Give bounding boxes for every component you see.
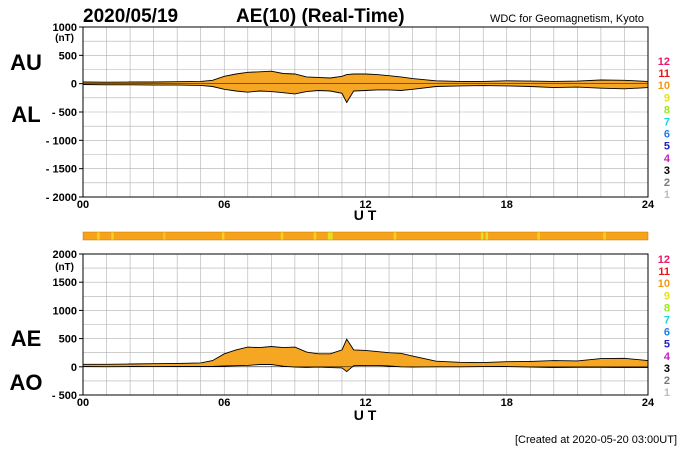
station-bar-segment (280, 232, 284, 240)
y-tick-label: 1000 (53, 22, 77, 34)
x-tick-label: 24 (642, 397, 655, 409)
y-tick-label: 1000 (53, 305, 77, 317)
y-tick-label: 500 (59, 334, 77, 346)
station-count-label: 9 (664, 92, 670, 104)
x-tick-label: 06 (218, 397, 230, 409)
station-count-label: 6 (664, 129, 670, 141)
station-coverage-bar (82, 231, 649, 241)
created-timestamp: [Created at 2020-05-20 03:00UT] (515, 434, 677, 446)
station-count-label: 9 (664, 290, 670, 302)
au-al-series-line-al (82, 84, 649, 104)
ae-ao-x-label: U T (354, 407, 377, 423)
station-count-label: 11 (658, 68, 670, 80)
ae-ao-frame (82, 253, 649, 396)
y-tick-label: - 500 (52, 107, 77, 119)
station-count-label: 1 (664, 189, 670, 201)
au-al-series (82, 70, 649, 104)
al-label: AL (11, 102, 40, 127)
station-bar-segment (330, 232, 333, 240)
x-tick-label: 24 (642, 199, 655, 211)
ae-ao-x-ticks: 00 06 12 18 24 (77, 397, 655, 409)
y-tick-label: - 1000 (46, 135, 77, 147)
ae-ao-y-ticks: 2000 1500 1000 500 0 - 500 (52, 249, 83, 402)
ae-ao-grid (83, 254, 648, 395)
station-count-label: 3 (664, 363, 670, 375)
station-count-label: 8 (664, 302, 670, 314)
station-count-label: 8 (664, 104, 670, 116)
y-tick-label: 500 (59, 50, 77, 62)
au-al-x-ticks: 00 06 12 18 24 (77, 199, 655, 211)
station-count-label: 3 (664, 165, 670, 177)
plot-date: 2020/05/19 (83, 6, 178, 27)
au-al-series-line-au (82, 70, 649, 83)
plot-title: AE(10) (Real-Time) (236, 6, 405, 27)
y-tick-label: 1500 (53, 277, 77, 289)
station-count-label: 12 (658, 56, 670, 68)
x-tick-label: 18 (501, 199, 513, 211)
y-tick-label: 0 (71, 362, 77, 374)
ae-ao-y-unit: (nT) (55, 262, 74, 273)
station-count-label: 5 (664, 339, 670, 351)
station-count-label: 2 (664, 375, 670, 387)
station-bar-segment (480, 232, 484, 240)
x-tick-label: 00 (77, 397, 89, 409)
x-tick-label: 12 (359, 199, 371, 211)
station-count-label: 10 (658, 80, 670, 92)
ae-ao-series-line-ae (83, 338, 649, 365)
au-label: AU (10, 50, 42, 75)
au-al-y-ticks: 1000 500 0 - 500 - 1000 - 1500 - 2000 (46, 22, 83, 204)
station-bar-segment (603, 232, 606, 240)
station-count-label: 4 (664, 153, 671, 165)
station-bar-segment (537, 232, 540, 240)
y-tick-label: - 2000 (46, 192, 77, 204)
station-bar-segment (313, 232, 317, 240)
station-count-label: 10 (658, 278, 670, 290)
ae-ao-filled-area (83, 339, 648, 372)
station-count-label: 11 (658, 266, 670, 278)
au-al-grid (83, 27, 648, 197)
station-count-label: 4 (664, 351, 671, 363)
au-al-filled-area (83, 71, 648, 103)
station-bar-segment (97, 232, 100, 240)
station-count-label: 2 (664, 177, 670, 189)
au-al-x-label: U T (354, 207, 377, 223)
x-tick-label: 06 (218, 199, 230, 211)
station-count-label: 6 (664, 327, 670, 339)
station-bar-base (83, 232, 648, 240)
station-bar-segment (221, 232, 225, 240)
station-count-label: 5 (664, 141, 670, 153)
y-tick-label: 0 (71, 79, 77, 91)
station-bar-segment (393, 232, 397, 240)
y-tick-label: - 500 (52, 390, 77, 402)
station-count-label: 1 (664, 387, 670, 399)
x-tick-label: 00 (77, 199, 89, 211)
ae-ao-series (82, 338, 649, 373)
station-count-label: 7 (664, 315, 670, 327)
station-bar-outline (82, 231, 649, 241)
ao-label: AO (10, 370, 43, 395)
y-tick-label: 2000 (53, 249, 77, 261)
x-tick-label: 12 (359, 397, 371, 409)
station-bar-segment (485, 232, 489, 240)
data-source: WDC for Geomagnetism, Kyoto (490, 13, 644, 25)
station-bar-segment (327, 232, 331, 240)
x-tick-label: 18 (501, 397, 513, 409)
ae-label: AE (11, 326, 42, 351)
y-tick-label: - 1500 (46, 164, 77, 176)
au-al-y-unit: (nT) (55, 33, 74, 44)
station-count-label: 12 (658, 254, 670, 266)
station-count-label: 7 (664, 117, 670, 129)
station-bar-segment (111, 232, 114, 240)
station-bar-segment (163, 232, 166, 240)
